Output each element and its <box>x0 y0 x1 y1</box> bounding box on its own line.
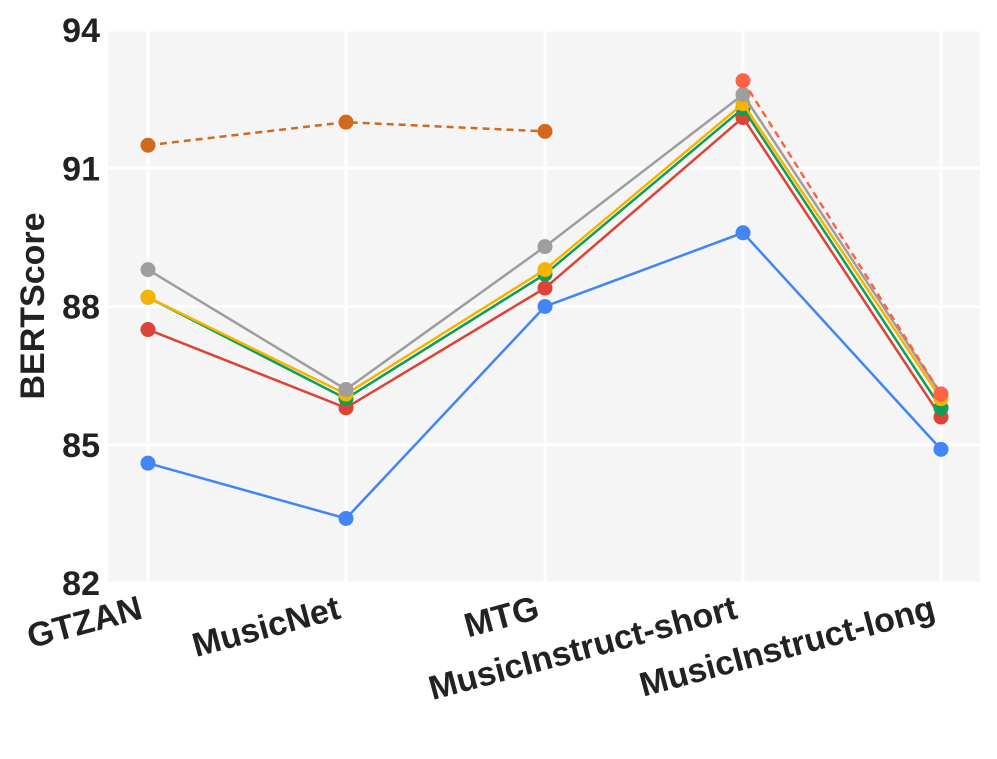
series-line <box>147 120 546 147</box>
data-point <box>933 386 949 402</box>
series-layer <box>140 73 949 526</box>
y-tick-label: 82 <box>62 565 100 603</box>
series-6 <box>735 73 949 402</box>
y-tick-label: 94 <box>62 12 100 50</box>
data-point <box>537 239 553 255</box>
series-line <box>741 80 943 395</box>
y-tick-label: 88 <box>62 289 100 327</box>
data-point <box>140 289 156 305</box>
data-point <box>735 73 751 89</box>
y-tick-labels: 82 85 88 91 94 <box>62 12 100 603</box>
x-tick-label: MusicNet <box>188 589 344 665</box>
data-point <box>537 299 553 314</box>
x-tick-label: MTG <box>460 589 543 645</box>
data-point <box>140 455 156 471</box>
series-0 <box>140 114 553 153</box>
data-point <box>338 114 354 130</box>
y-tick-label: 91 <box>62 150 100 188</box>
data-point <box>735 87 751 103</box>
data-point <box>140 137 156 153</box>
data-point <box>537 280 553 296</box>
y-tick-label: 85 <box>62 427 100 465</box>
data-point <box>537 262 553 278</box>
y-axis-title: BERTScore <box>14 212 52 399</box>
data-point <box>537 123 553 139</box>
x-tick-labels: GTZAN MusicNet MTGMusicInstruct-shortMusic… <box>23 589 939 708</box>
data-point <box>338 510 354 526</box>
data-point <box>933 441 949 457</box>
data-point <box>140 322 156 338</box>
data-point <box>338 381 354 397</box>
series-1 <box>140 225 949 526</box>
series-2 <box>140 110 949 425</box>
data-point <box>140 262 156 278</box>
data-point <box>735 225 751 241</box>
